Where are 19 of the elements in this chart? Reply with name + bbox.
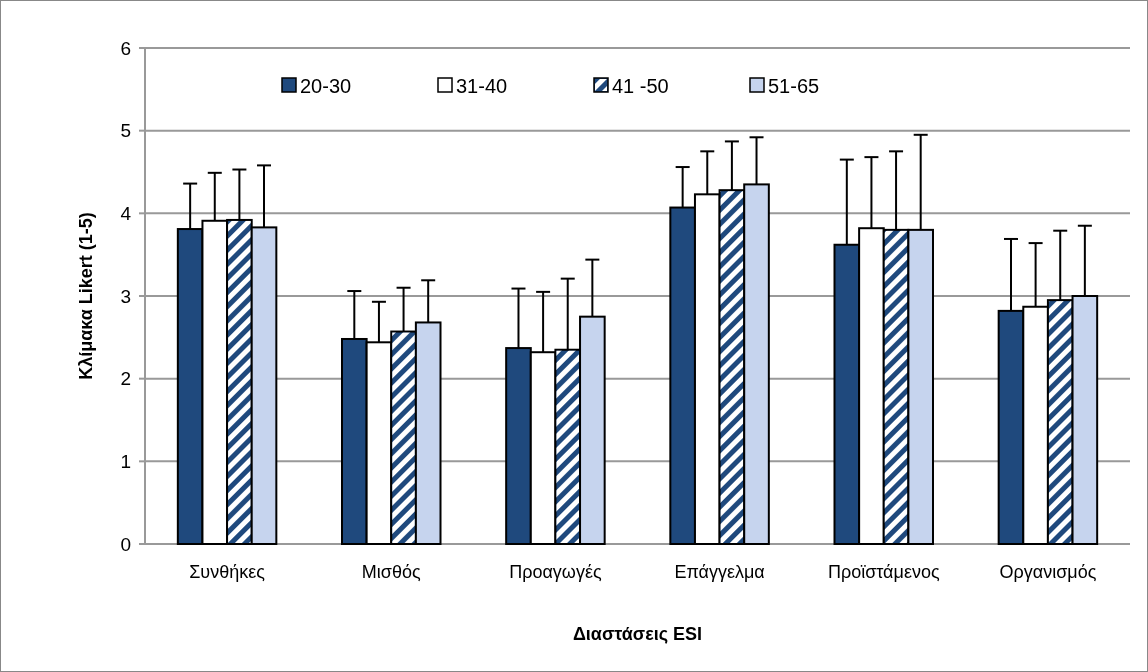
y-tick-label: 5 (120, 120, 131, 142)
x-tick-label: Οργανισμός (999, 562, 1097, 582)
legend-label: 31-40 (456, 75, 508, 97)
legend-label: 41 -50 (612, 75, 669, 97)
x-tick-label: Επάγγελμα (674, 562, 765, 582)
y-tick-label: 3 (120, 285, 131, 307)
y-tick-label: 0 (120, 533, 131, 555)
x-tick-label: Προϊστάμενος (827, 562, 940, 582)
y-axis-title: Κλίμακα Likert (1-5) (76, 212, 96, 380)
y-tick-label: 4 (120, 202, 132, 224)
y-tick-label: 2 (120, 368, 131, 390)
x-tick-label: Συνθήκες (189, 562, 266, 582)
y-tick-label: 6 (120, 37, 131, 59)
legend-label: 51-65 (768, 75, 820, 97)
x-axis-title: Διαστάσεις ESI (572, 624, 703, 644)
x-tick-label: Μισθός (361, 562, 421, 582)
legend-label: 20-30 (300, 75, 352, 97)
x-tick-label: Προαγωγές (509, 562, 602, 582)
y-tick-label: 1 (120, 450, 131, 472)
